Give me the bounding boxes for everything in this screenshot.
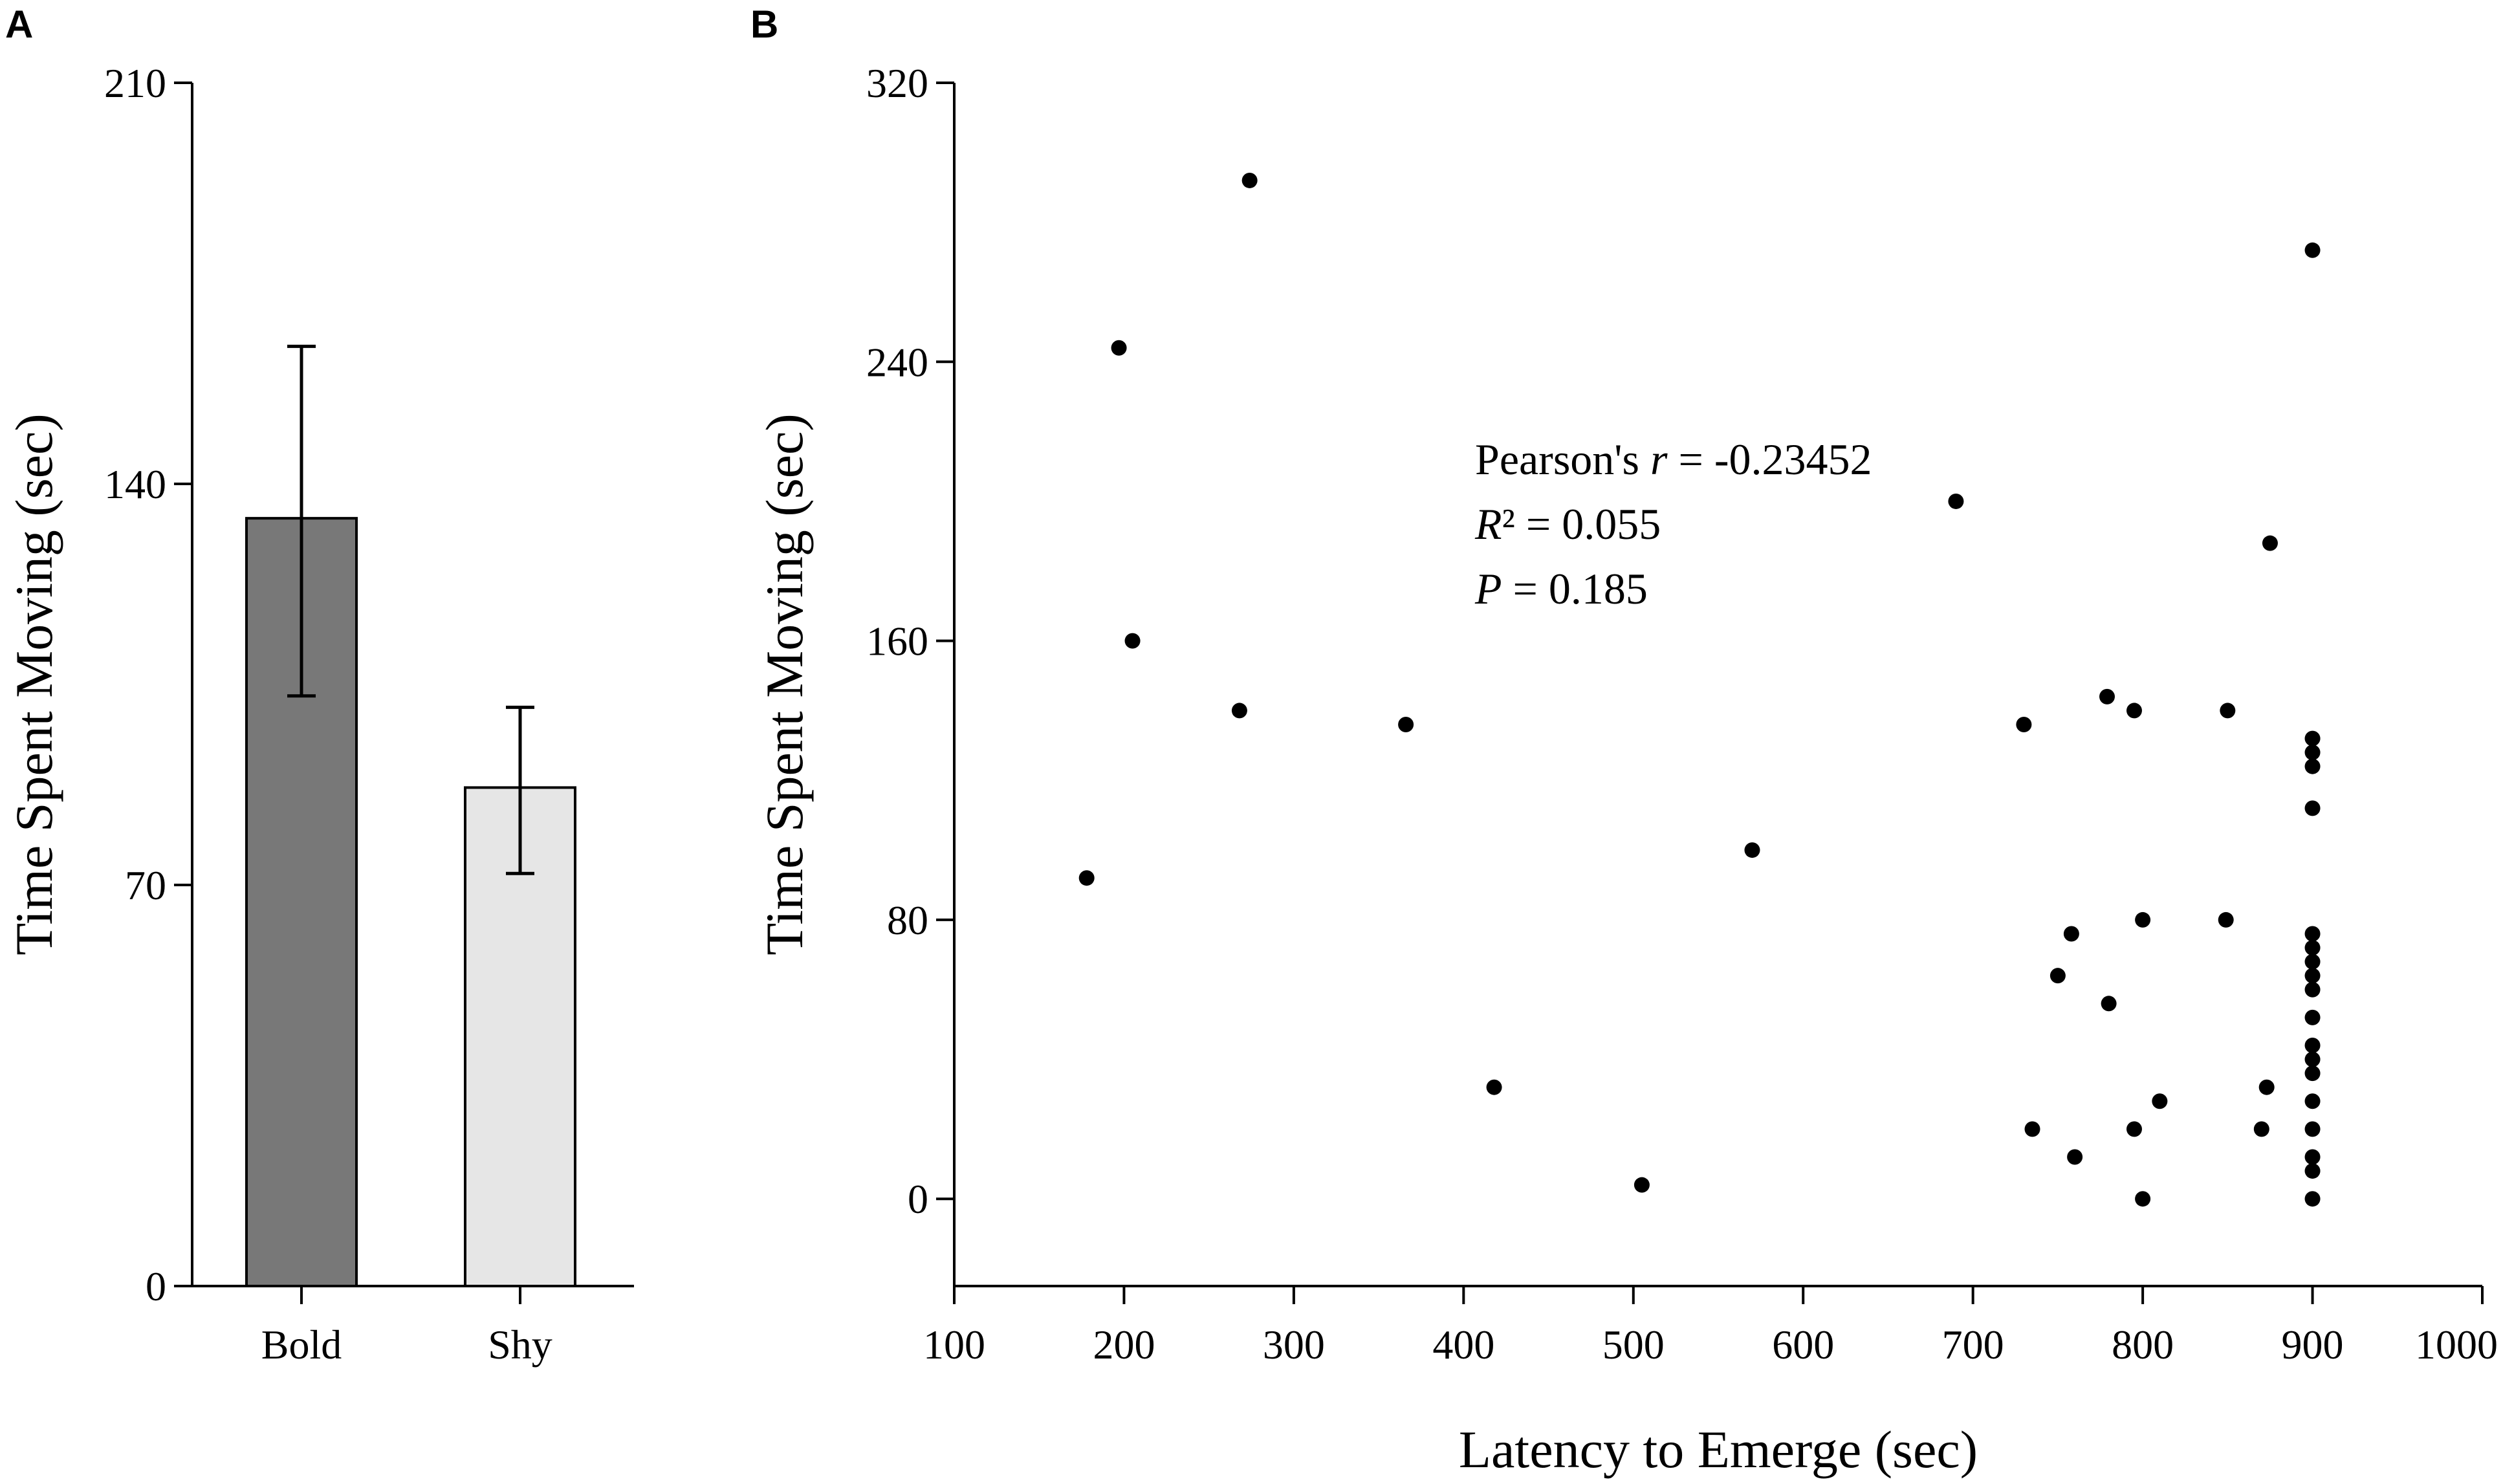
data-point — [2304, 940, 2321, 956]
data-point — [1124, 633, 1141, 649]
data-point — [1948, 493, 1964, 509]
panel-b-x-tick-label: 700 — [1942, 1322, 2004, 1368]
panel-b-x-tick-label: 900 — [2282, 1322, 2344, 1368]
data-point — [2304, 1191, 2321, 1207]
data-point — [2304, 1121, 2321, 1137]
data-point — [2304, 1093, 2321, 1109]
data-point — [1634, 1177, 1650, 1193]
data-point — [2304, 1149, 2321, 1165]
panel-b-points — [1078, 172, 2321, 1207]
panel-a-y-tick-label: 70 — [125, 862, 166, 908]
data-point — [2016, 717, 2032, 732]
data-point — [2049, 968, 2066, 984]
data-point — [1744, 842, 1760, 858]
panel-b-x-tick-label: 1000 — [2415, 1322, 2498, 1368]
p-value-text: P = 0.185 — [1474, 564, 1648, 613]
data-point — [2304, 758, 2321, 774]
data-point — [2262, 535, 2278, 551]
data-point — [2304, 745, 2321, 761]
panel-b-scatter-plot: B 0 80 160 240 320 100 200 300 400 500 600 700 800 90… — [750, 3, 2498, 1479]
data-point — [2135, 1191, 2151, 1207]
data-point — [2304, 926, 2321, 942]
data-point — [1231, 703, 1247, 719]
panel-b-y-tick-label: 240 — [866, 339, 928, 385]
data-point — [2304, 1038, 2321, 1053]
panel-b-x-tick-label: 500 — [1602, 1322, 1665, 1368]
correlation-annotation: Pearson's r = -0.23452 R² = 0.055 P = 0.… — [1474, 435, 1872, 613]
data-point — [2220, 703, 2236, 719]
data-point — [2101, 996, 2117, 1012]
data-point — [2063, 926, 2079, 942]
data-point — [2218, 911, 2234, 928]
data-point — [2304, 1051, 2321, 1067]
data-point — [2304, 981, 2321, 998]
data-point — [2304, 1163, 2321, 1179]
panel-a-axes: 0 70 140 210 — [104, 60, 634, 1309]
panel-b-x-tick-label: 200 — [1093, 1322, 1155, 1368]
data-point — [1111, 340, 1127, 356]
data-point — [2304, 730, 2321, 747]
data-point — [2024, 1121, 2040, 1137]
panel-b-y-tick-label: 0 — [908, 1176, 928, 1222]
data-point — [1078, 870, 1095, 886]
panel-a-y-axis-title: Time Spent Moving (sec) — [5, 413, 63, 955]
pearson-r-text: Pearson's r = -0.23452 — [1475, 435, 1872, 484]
category-label-shy: Shy — [488, 1322, 552, 1368]
data-point — [2253, 1121, 2269, 1137]
data-point — [2304, 800, 2321, 816]
panel-b-x-tick-label: 100 — [923, 1322, 985, 1368]
data-point — [2152, 1093, 2168, 1109]
panel-a-y-tick-label: 0 — [146, 1263, 166, 1309]
panel-b-y-tick-label: 320 — [866, 60, 928, 106]
panel-a-letter: A — [5, 3, 33, 46]
data-point — [2126, 703, 2142, 719]
panel-b-axes: 0 80 160 240 320 100 200 300 400 500 600 700 800 900 1… — [866, 60, 2498, 1368]
data-point — [1398, 717, 1414, 732]
data-point — [2135, 911, 2151, 928]
panel-a-bars: Bold Shy — [245, 344, 576, 1368]
category-label-bold: Bold — [261, 1322, 342, 1368]
data-point — [2304, 242, 2321, 258]
panel-b-y-tick-label: 80 — [887, 897, 928, 943]
panel-a-y-tick-label: 140 — [104, 461, 166, 507]
data-point — [2304, 1009, 2321, 1025]
data-point — [2304, 1065, 2321, 1082]
data-point — [1241, 172, 1258, 188]
data-point — [2258, 1079, 2275, 1095]
data-point — [2126, 1121, 2142, 1137]
panel-b-x-tick-label: 800 — [2112, 1322, 2174, 1368]
r-squared-text: R² = 0.055 — [1474, 499, 1661, 549]
panel-b-x-tick-label: 400 — [1432, 1322, 1494, 1368]
data-point — [2304, 968, 2321, 984]
data-point — [1486, 1079, 1502, 1095]
panel-b-letter: B — [750, 3, 778, 46]
data-point — [2067, 1149, 2083, 1165]
panel-a-bar-chart: A 0 70 140 210 Bold Shy Time Spent Moving (s… — [5, 3, 634, 1368]
panel-b-x-tick-label: 300 — [1263, 1322, 1325, 1368]
panel-b-x-tick-label: 600 — [1772, 1322, 1834, 1368]
panel-b-y-axis-title: Time Spent Moving (sec) — [755, 413, 814, 955]
panel-a-y-tick-label: 210 — [104, 60, 166, 106]
data-point — [2304, 954, 2321, 970]
data-point — [2099, 688, 2115, 704]
panel-b-x-axis-title: Latency to Emerge (sec) — [1459, 1420, 1978, 1479]
panel-b-y-tick-label: 160 — [866, 618, 928, 664]
